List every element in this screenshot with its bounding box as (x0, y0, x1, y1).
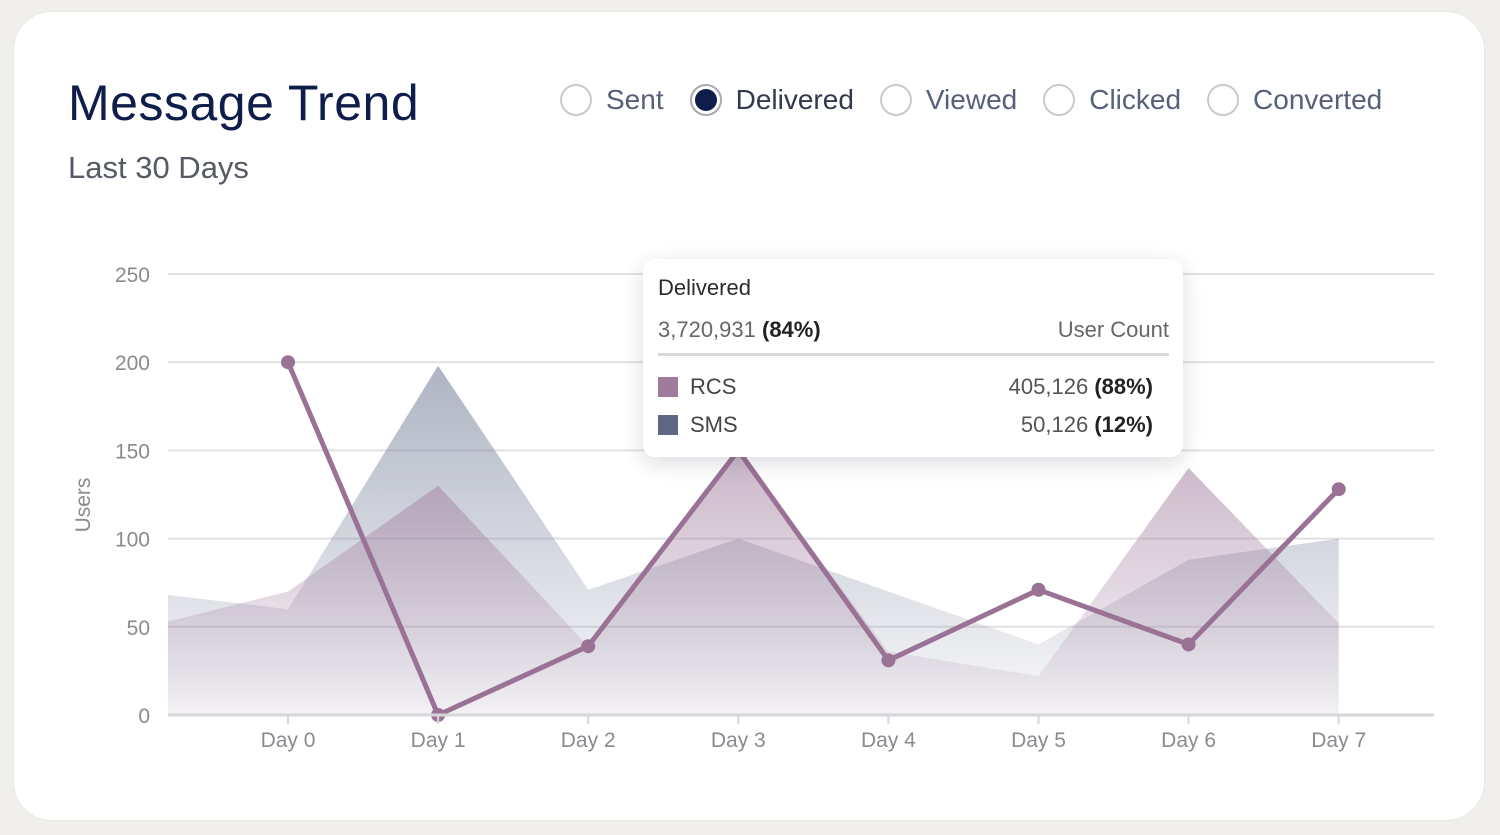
y-tick-label: 0 (138, 705, 150, 728)
page-subtitle: Last 30 Days (68, 150, 249, 185)
data-point[interactable] (1031, 582, 1046, 597)
tooltip-series-value: 405,126 (1008, 374, 1089, 399)
tooltip-metric-label: User Count (1057, 317, 1169, 342)
y-axis-title: Users (72, 478, 95, 533)
x-tick-label: Day 2 (561, 729, 616, 752)
radio-label: Sent (606, 84, 664, 115)
data-point[interactable] (1181, 637, 1196, 652)
y-tick-label: 150 (115, 440, 150, 463)
y-tick-label: 250 (115, 264, 150, 287)
data-point[interactable] (281, 355, 295, 370)
x-tick-label: Day 0 (261, 729, 316, 752)
radio-circle-icon[interactable] (1207, 84, 1240, 116)
tooltip-title: Delivered (658, 275, 751, 300)
rcs-area (168, 450, 1339, 715)
tooltip-total-value: 3,720,931 (658, 317, 756, 342)
tooltip-divider (658, 353, 1169, 356)
x-tick-label: Day 7 (1311, 729, 1366, 752)
radio-label: Viewed (925, 84, 1018, 115)
tooltip-series-name: RCS (690, 374, 737, 399)
tooltip-series-name: SMS (690, 412, 738, 437)
radio-delivered[interactable]: Delivered (689, 84, 854, 116)
x-tick-label: Day 5 (1011, 729, 1066, 752)
metric-radio-group: Sent Delivered Viewed Clicked Converted (560, 84, 1382, 116)
tooltip-series-pct: (12%) (1094, 412, 1153, 437)
tooltip-series-value: 50,126 (1020, 412, 1089, 437)
radio-circle-icon[interactable] (879, 84, 912, 116)
y-tick-label: 50 (127, 617, 150, 640)
rcs-swatch-icon (658, 377, 678, 397)
radio-viewed[interactable]: Viewed (879, 84, 1018, 116)
radio-circle-icon[interactable] (560, 84, 592, 116)
data-point[interactable] (581, 639, 596, 654)
radio-label: Clicked (1089, 84, 1182, 115)
sms-swatch-icon (658, 415, 678, 435)
radio-label: Converted (1253, 84, 1383, 115)
radio-label: Delivered (735, 84, 854, 115)
x-tick-label: Day 4 (861, 729, 916, 752)
radio-circle-selected-icon[interactable] (689, 84, 722, 116)
tooltip-series-sms: SMS 50,126 (12%) (658, 412, 1169, 438)
x-tick-label: Day 6 (1161, 729, 1216, 752)
tooltip-series-rcs: RCS 405,126 (88%) (658, 374, 1169, 400)
data-point[interactable] (1331, 482, 1346, 497)
data-point[interactable] (881, 653, 896, 668)
tooltip-total: 3,720,931 (84%) (658, 317, 821, 343)
radio-sent[interactable]: Sent (560, 84, 664, 116)
radio-converted[interactable]: Converted (1207, 84, 1382, 116)
tooltip-series-pct: (88%) (1094, 374, 1153, 399)
y-tick-label: 100 (115, 529, 150, 552)
page-title: Message Trend (68, 75, 420, 131)
radio-clicked[interactable]: Clicked (1043, 84, 1181, 116)
x-tick-label: Day 3 (711, 729, 766, 752)
radio-circle-icon[interactable] (1043, 84, 1076, 116)
trend-line (285, 359, 1342, 718)
chart-tooltip: Delivered 3,720,931 (84%) User Count RCS… (643, 259, 1183, 457)
x-tick-label: Day 1 (411, 729, 466, 752)
y-tick-label: 200 (115, 352, 150, 375)
tooltip-total-pct: (84%) (762, 317, 821, 342)
